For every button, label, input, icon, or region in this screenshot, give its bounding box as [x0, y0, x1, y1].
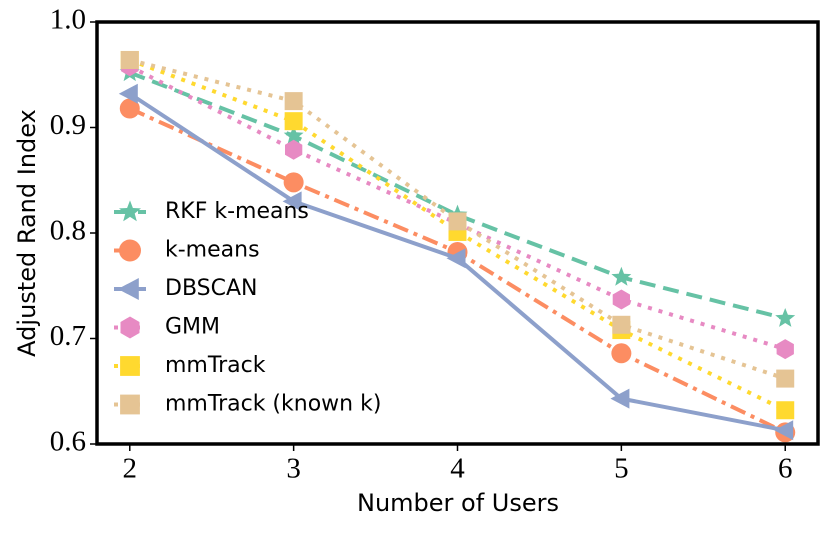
- legend-marker: [119, 239, 141, 262]
- marker: [612, 289, 630, 310]
- marker: [446, 248, 466, 269]
- x-tick-label: 5: [614, 453, 629, 485]
- legend-marker: [120, 316, 140, 339]
- y-tick-label: 0.9: [50, 109, 86, 141]
- y-tick-label: 0.8: [50, 215, 86, 247]
- marker: [774, 420, 794, 441]
- marker: [612, 315, 631, 334]
- legend-marker: [117, 278, 139, 300]
- legend-label: GMM: [165, 315, 220, 340]
- marker: [611, 343, 632, 364]
- marker: [284, 112, 303, 131]
- marker: [119, 98, 140, 119]
- x-tick-label: 6: [778, 453, 793, 485]
- marker: [282, 191, 302, 212]
- y-tick-label: 0.6: [50, 426, 86, 458]
- series-line: [129, 58, 786, 381]
- x-tick-label: 3: [286, 453, 301, 485]
- marker: [776, 339, 794, 360]
- x-tick-label: 4: [450, 453, 465, 485]
- legend-label: mmTrack: [165, 353, 266, 378]
- marker: [610, 388, 630, 409]
- x-axis-label: Number of Users: [357, 489, 559, 517]
- y-tick-label: 1.0: [50, 4, 86, 36]
- legend-label: DBSCAN: [165, 276, 257, 301]
- marker: [611, 266, 632, 286]
- marker: [118, 83, 138, 104]
- plot-frame: [95, 20, 820, 446]
- marker: [283, 125, 304, 145]
- legend-marker: [119, 200, 141, 222]
- y-tick-label: 0.7: [50, 320, 86, 352]
- legend-marker: [120, 394, 140, 415]
- marker: [283, 172, 304, 193]
- legend-label: k-means: [165, 238, 260, 263]
- marker: [284, 92, 303, 111]
- x-tick-label: 2: [123, 453, 138, 485]
- marker: [775, 308, 796, 327]
- legend-label: mmTrack (known k): [165, 392, 381, 417]
- legend-marker: [120, 356, 140, 376]
- marker: [120, 50, 139, 69]
- marker: [448, 212, 467, 231]
- legend-label: RKF k-means: [165, 199, 309, 224]
- y-axis-label: Adjusted Rand Index: [13, 109, 41, 357]
- marker: [776, 401, 795, 420]
- marker: [285, 139, 303, 160]
- marker: [776, 369, 795, 388]
- series-line: [129, 70, 786, 321]
